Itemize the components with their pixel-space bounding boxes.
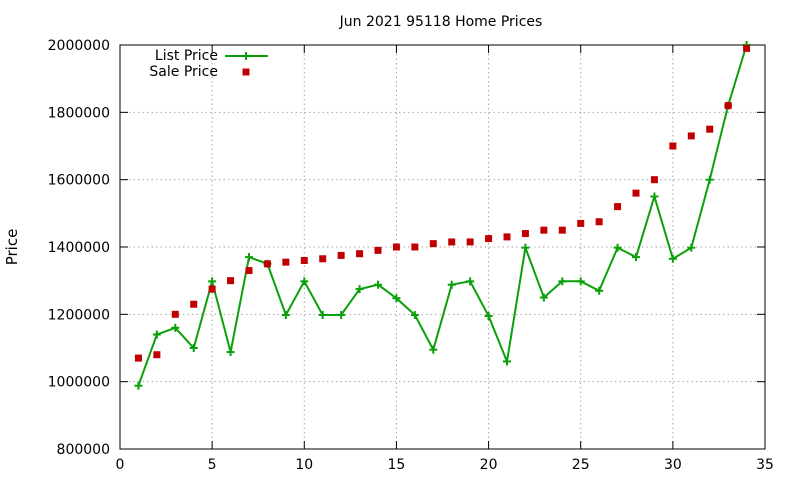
- sale-price-point: [134, 354, 142, 362]
- list-price-point: [595, 286, 604, 295]
- y-tick-label: 1200000: [48, 307, 110, 323]
- legend-list-price-marker: [242, 52, 250, 60]
- list-price-point: [466, 277, 475, 286]
- list-price-point: [374, 280, 382, 289]
- y-tick-label: 1600000: [48, 173, 110, 189]
- list-price-point: [484, 312, 493, 321]
- sale-price-point: [595, 218, 603, 226]
- x-tick-label: 5: [208, 457, 217, 473]
- sale-price-point: [577, 219, 585, 227]
- sale-price-series: [134, 44, 751, 362]
- y-tick-label: 1800000: [48, 105, 110, 121]
- x-tick-label: 35: [756, 457, 774, 473]
- list-price-point: [152, 330, 161, 339]
- list-price-point: [539, 293, 548, 302]
- y-tick-label: 1000000: [48, 375, 110, 391]
- legend: List Price Sale Price: [149, 48, 268, 80]
- sale-price-point: [282, 258, 290, 266]
- list-price-point: [429, 345, 438, 354]
- sale-price-point: [650, 176, 658, 184]
- sale-price-point: [300, 256, 308, 264]
- list-price-point: [337, 311, 346, 320]
- list-price-point: [392, 294, 401, 303]
- list-price-point: [410, 311, 419, 320]
- sale-price-point: [245, 267, 253, 275]
- legend-list-price-label: List Price: [155, 48, 218, 64]
- sale-price-point: [558, 226, 566, 234]
- sale-price-point: [227, 277, 235, 285]
- sale-price-point: [503, 233, 511, 241]
- chart-title: Jun 2021 95118 Home Prices: [339, 14, 543, 30]
- x-tick-label: 30: [664, 457, 682, 473]
- sale-price-point: [448, 238, 456, 246]
- x-tick-label: 10: [295, 457, 313, 473]
- sale-price-point: [614, 203, 622, 211]
- sale-price-point: [190, 300, 198, 308]
- ticks-group: [119, 44, 766, 450]
- sale-price-point: [743, 44, 751, 52]
- x-tick-label: 25: [572, 457, 590, 473]
- sale-price-point: [429, 240, 437, 248]
- list-price-point: [613, 243, 622, 252]
- sale-price-point: [466, 238, 474, 246]
- list-price-point: [355, 285, 364, 294]
- y-tick-label: 2000000: [48, 38, 110, 54]
- sale-price-point: [411, 243, 419, 251]
- list-price-point: [687, 243, 696, 252]
- sale-price-point: [687, 132, 695, 140]
- list-price-point: [503, 357, 511, 366]
- x-tick-label: 20: [480, 457, 498, 473]
- list-price-point: [300, 277, 309, 286]
- sale-price-point: [392, 243, 400, 251]
- sale-price-point: [356, 250, 364, 258]
- list-price-point: [134, 381, 143, 390]
- list-price-point: [632, 253, 640, 262]
- sale-price-point: [632, 189, 640, 197]
- list-price-point: [705, 175, 714, 184]
- x-tick-label: 15: [388, 457, 406, 473]
- list-price-point: [668, 254, 677, 263]
- sale-price-point: [319, 255, 327, 263]
- legend-sale-price-label: Sale Price: [149, 64, 218, 80]
- y-tick-label: 1400000: [48, 240, 110, 256]
- list-price-point: [189, 344, 198, 352]
- list-price-point: [281, 311, 290, 320]
- list-price-line: [137, 44, 748, 387]
- list-price-point: [650, 192, 659, 201]
- sale-price-point: [208, 285, 216, 293]
- legend-sale-price-marker: [242, 68, 250, 76]
- sale-price-point: [485, 235, 493, 243]
- sale-price-point: [153, 351, 161, 359]
- list-price-point: [208, 277, 217, 286]
- y-axis-label: Price: [3, 229, 21, 266]
- list-price-point: [447, 280, 456, 289]
- sale-price-point: [706, 125, 714, 133]
- y-tick-label: 800000: [57, 442, 110, 458]
- list-price-point: [171, 323, 180, 332]
- sale-price-point: [171, 310, 179, 318]
- sale-price-point: [669, 142, 677, 150]
- tick-labels-group: 0 5 10 15 20 25 30 35 800000 1000000 1200000 140000…: [48, 38, 774, 473]
- sale-price-point: [724, 102, 732, 110]
- list-price-point: [226, 348, 235, 357]
- sale-price-point: [540, 226, 548, 234]
- sale-price-point: [521, 230, 529, 238]
- sale-price-point: [263, 260, 271, 268]
- list-price-point: [521, 243, 530, 252]
- list-price-point: [245, 253, 253, 262]
- x-tick-label: 0: [116, 457, 125, 473]
- list-price-point: [558, 277, 567, 286]
- sale-price-point: [374, 246, 382, 254]
- list-price-point: [318, 311, 327, 320]
- list-price-point: [576, 277, 585, 286]
- sale-price-point: [337, 251, 345, 259]
